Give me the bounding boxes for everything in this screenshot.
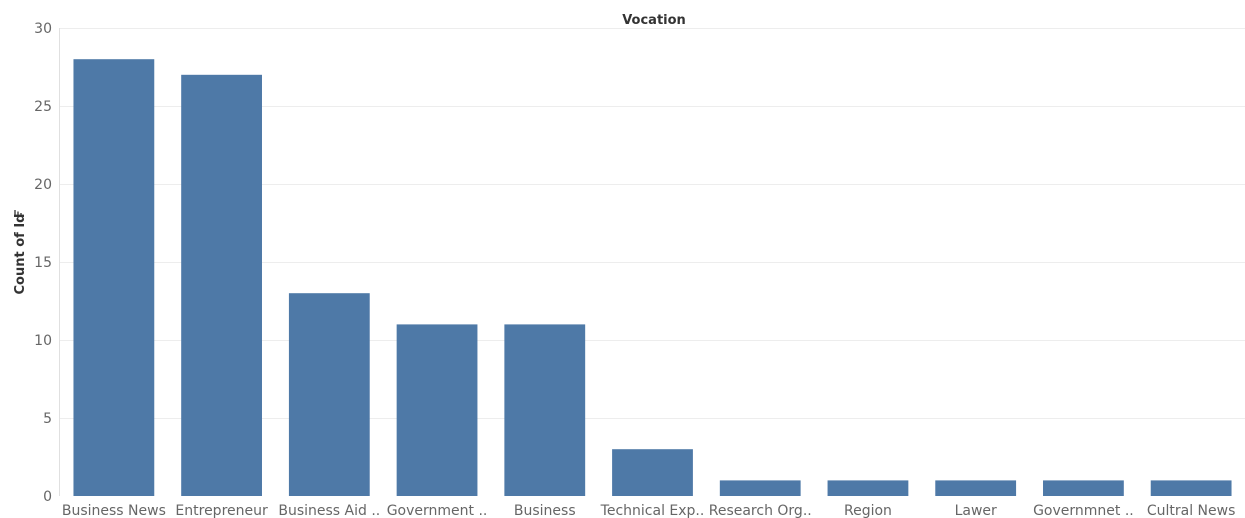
- bar[interactable]: [1043, 480, 1124, 496]
- sort-descending-icon[interactable]: [14, 210, 22, 216]
- bars: [73, 59, 1232, 497]
- bar[interactable]: [73, 59, 155, 496]
- y-tick-label: 25: [34, 99, 52, 115]
- y-tick-label: 15: [34, 255, 52, 271]
- x-category-label: Region: [844, 503, 892, 518]
- bar[interactable]: [935, 480, 1017, 496]
- x-category-label: Governmnet ..: [1033, 503, 1134, 518]
- x-category-label: Entrepreneur: [175, 503, 268, 518]
- bar[interactable]: [181, 74, 262, 497]
- bar[interactable]: [827, 480, 909, 496]
- bar[interactable]: [612, 449, 693, 496]
- bar[interactable]: [504, 324, 586, 496]
- y-tick-label: 0: [43, 489, 52, 505]
- x-category-label: Lawer: [955, 503, 997, 518]
- x-category-label: Cultral News: [1147, 503, 1236, 518]
- x-category-label: Research Org..: [709, 503, 812, 518]
- y-tick-label: 20: [34, 177, 52, 193]
- y-tick-label: 30: [34, 21, 52, 37]
- x-axis-labels: Business News Entrepreneur Business Aid ..…: [62, 503, 1236, 518]
- bar[interactable]: [719, 480, 801, 496]
- bar[interactable]: [288, 293, 370, 496]
- y-axis-label-group: Count of Id: [13, 210, 28, 294]
- x-category-label: Technical Exp..: [600, 503, 705, 518]
- y-tick-label: 10: [34, 333, 52, 349]
- bar[interactable]: [1150, 480, 1232, 496]
- x-category-label: Business Aid ..: [278, 503, 380, 518]
- chart-title: Vocation: [622, 13, 686, 28]
- x-category-label: Government ..: [387, 503, 488, 518]
- y-tick-label: 5: [43, 411, 52, 427]
- x-category-label: Business: [514, 503, 576, 518]
- y-axis-ticks: 0 5 10 15 20 25 30: [34, 21, 52, 505]
- x-category-label: Business News: [62, 503, 166, 518]
- y-axis-label: Count of Id: [13, 214, 28, 295]
- bar[interactable]: [396, 324, 478, 496]
